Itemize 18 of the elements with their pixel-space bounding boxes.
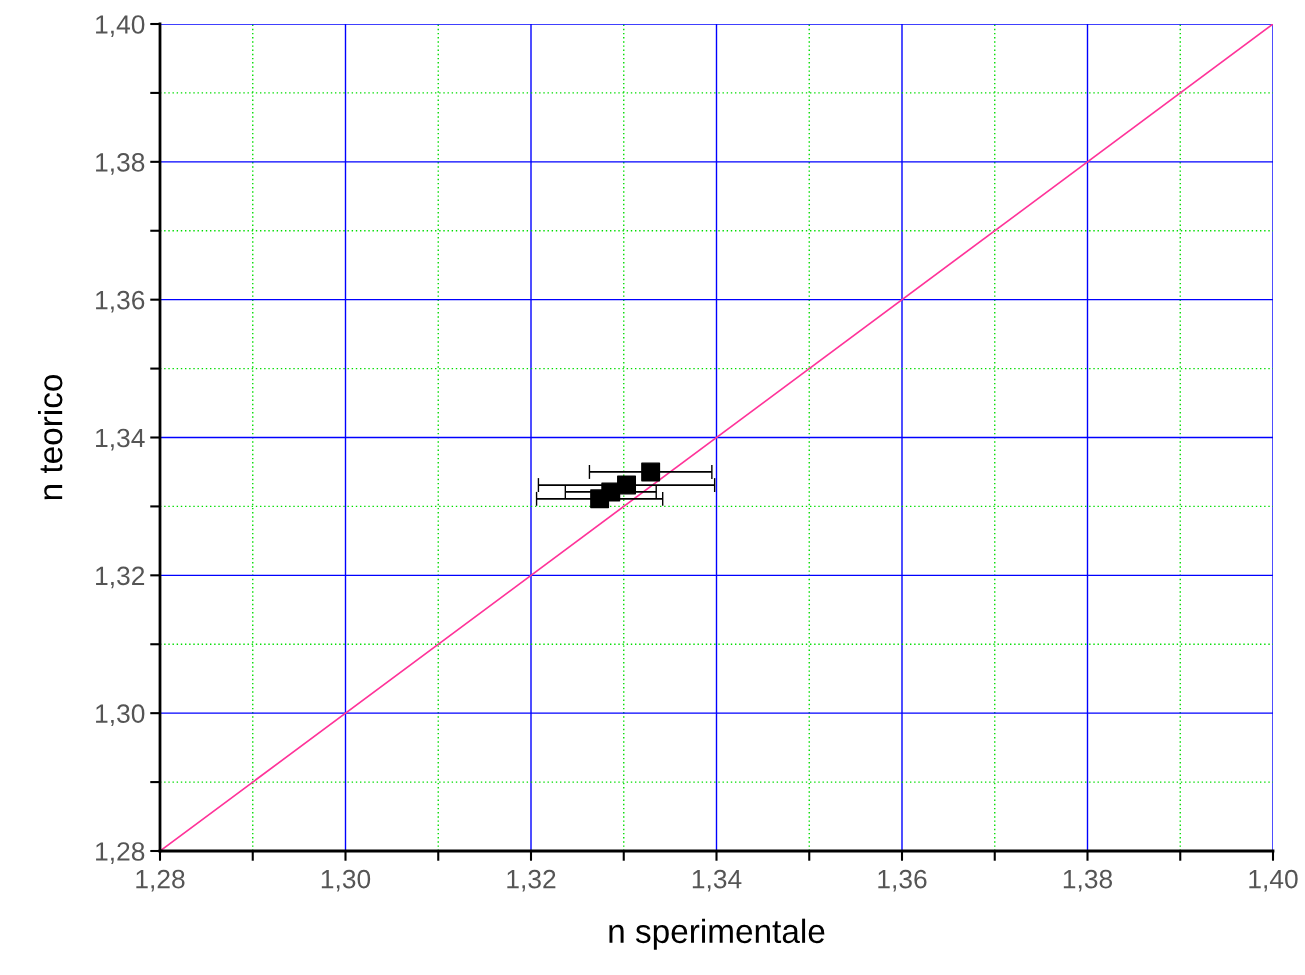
x-tick-label: 1,34 bbox=[692, 869, 742, 892]
x-tick-label: 1,32 bbox=[507, 869, 556, 892]
x-tick-label: 1,30 bbox=[321, 869, 371, 892]
y-tick-label: 1,34 bbox=[96, 428, 145, 451]
x-tick-label: 1,38 bbox=[1063, 869, 1113, 892]
x-tick-label: 1,36 bbox=[878, 869, 927, 892]
y-tick-label: 1,36 bbox=[96, 290, 145, 313]
y-tick-label: 1,32 bbox=[96, 566, 145, 589]
y-tick-label: 1,40 bbox=[96, 15, 145, 37]
y-tick-label: 1,28 bbox=[96, 842, 145, 864]
x-tick-label: 1,40 bbox=[1249, 869, 1298, 892]
x-tick-label: 1,28 bbox=[136, 869, 185, 892]
point bbox=[617, 475, 637, 495]
x-axis-title: n sperimentale bbox=[609, 918, 825, 950]
y-axis-title: n teorico bbox=[37, 374, 63, 500]
point bbox=[641, 462, 661, 482]
y-tick-label: 1,38 bbox=[96, 152, 145, 175]
y-tick-label: 1,30 bbox=[96, 704, 145, 727]
